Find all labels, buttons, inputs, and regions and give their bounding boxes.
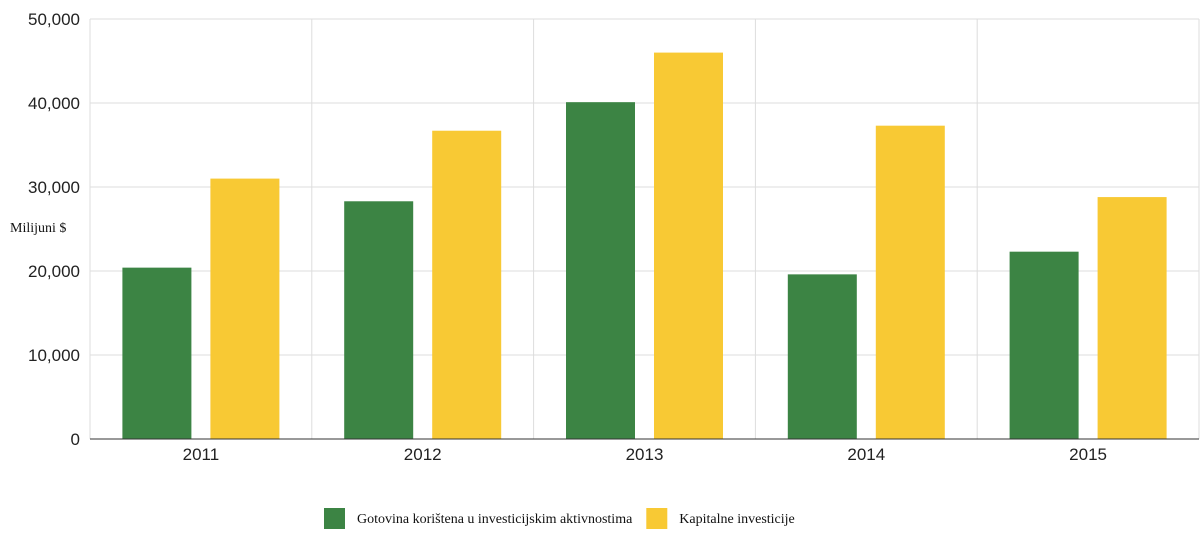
y-tick-label: 0	[71, 430, 80, 449]
x-axis-ticks: 2011 2012 2013 2014 2015	[183, 445, 1107, 464]
bar-series-0-2011	[122, 267, 192, 439]
bars	[122, 52, 1167, 440]
legend-label: Gotovina korištena u investicijskim akti…	[357, 512, 633, 527]
bar-series-0-2012	[344, 201, 414, 439]
bar-series-0-2015	[1009, 251, 1079, 439]
x-tick-label: 2013	[626, 445, 664, 464]
y-tick-label: 20,000	[28, 262, 80, 281]
x-tick-label: 2012	[404, 445, 442, 464]
bar-series-1-2015	[1097, 197, 1167, 439]
x-tick-label: 2014	[847, 445, 885, 464]
legend: Gotovina korištena u investicijskim akti…	[324, 508, 795, 529]
y-axis-label: Milijuni $	[10, 221, 66, 236]
y-tick-label: 50,000	[28, 10, 80, 29]
x-tick-label: 2011	[183, 445, 220, 464]
bar-series-1-2011	[210, 178, 280, 439]
legend-label: Kapitalne investicije	[679, 512, 794, 527]
bar-series-0-2013	[566, 102, 635, 439]
y-tick-label: 10,000	[28, 346, 80, 365]
y-axis-ticks: 0 10,000 20,000 30,000 40,000 50,000	[28, 10, 80, 449]
bar-series-1-2012	[432, 130, 502, 439]
x-tick-label: 2015	[1069, 445, 1107, 464]
legend-swatch	[646, 508, 668, 529]
y-tick-label: 30,000	[28, 178, 80, 197]
bar-series-1-2014	[875, 125, 945, 440]
legend-swatch	[324, 508, 345, 529]
y-tick-label: 40,000	[28, 94, 80, 113]
bar-series-1-2013	[654, 52, 723, 439]
bar-series-0-2014	[787, 274, 857, 439]
